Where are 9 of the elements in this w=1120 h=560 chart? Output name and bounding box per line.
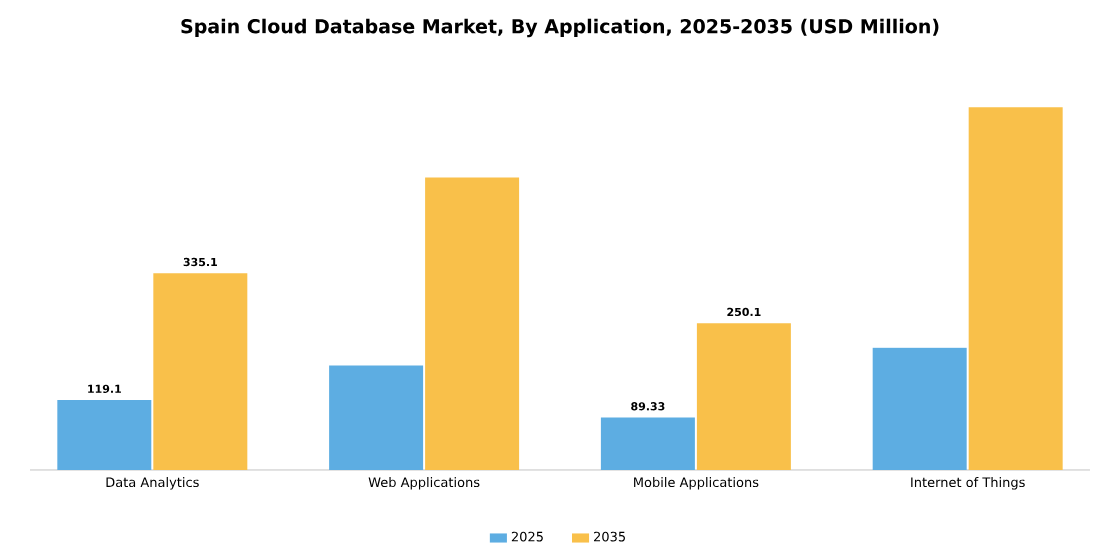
- bar: [696, 323, 791, 470]
- bar: [600, 417, 695, 470]
- bar: [153, 273, 248, 470]
- bar: [872, 347, 967, 470]
- bar: [425, 177, 520, 470]
- bar: [329, 365, 424, 470]
- bar: [968, 107, 1063, 470]
- bar: [57, 400, 152, 470]
- chart-title: Spain Cloud Database Market, By Application, 2025-2035 (USD Million): [181, 18, 939, 38]
